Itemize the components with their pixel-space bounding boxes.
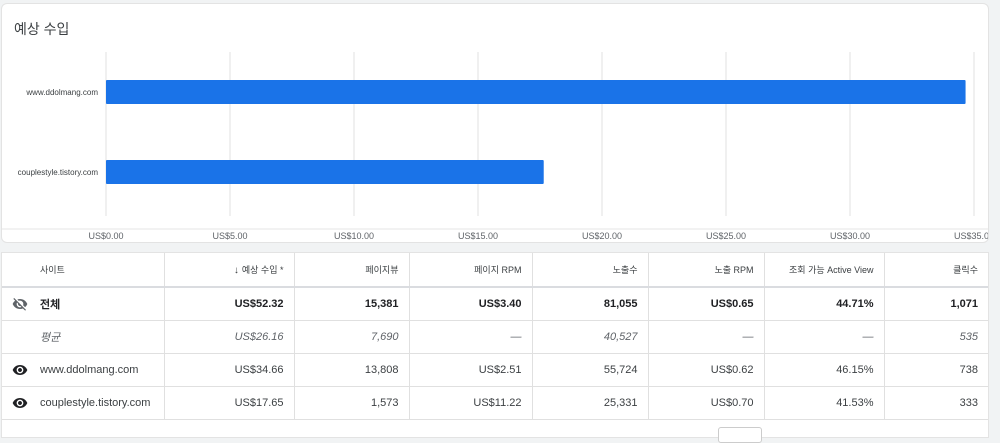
- metric-cell: US$2.51: [409, 353, 533, 387]
- header-clicks[interactable]: 클릭수: [884, 253, 988, 288]
- header-active-view[interactable]: 조회 가능 Active View: [764, 253, 885, 288]
- header-page-rpm[interactable]: 페이지 RPM: [409, 253, 533, 288]
- metric-cell: 15,381: [294, 287, 410, 321]
- earnings-chart-card: 예상 수입 US$0.00 US$5.00 US$10.00 US$15.00 US$2…: [1, 3, 989, 243]
- metric-cell: —: [764, 320, 885, 354]
- x-tick-label: US$5.00: [212, 231, 247, 241]
- chart-title: 예상 수입: [14, 21, 70, 37]
- x-tick-label: US$0.00: [88, 231, 123, 241]
- header-site[interactable]: 사이트: [2, 253, 165, 288]
- site-cell: couplestyle.tistory.com: [2, 386, 165, 420]
- earnings-table-card: 사이트 ↓ 예상 수입 * 페이지뷰 페이지 RPM 노출수 노출 RPM 조회 …: [1, 252, 989, 438]
- metric-cell: 1,071: [884, 287, 988, 321]
- x-tick-label: US$10.00: [334, 231, 374, 241]
- metric-cell: US$17.65: [164, 386, 295, 420]
- eye-off-icon[interactable]: [12, 296, 28, 312]
- metric-cell: 13,808: [294, 353, 410, 387]
- rows-per-page-select[interactable]: [718, 427, 762, 443]
- metric-cell: 7,690: [294, 320, 410, 354]
- metric-cell: 46.15%: [764, 353, 885, 387]
- metric-cell: US$34.66: [164, 353, 295, 387]
- metric-cell: US$0.65: [648, 287, 765, 321]
- site-label: 평균: [40, 332, 61, 344]
- metric-cell: 1,573: [294, 386, 410, 420]
- metric-cell: 41.53%: [764, 386, 885, 420]
- eye-icon[interactable]: [12, 395, 28, 411]
- header-pageviews[interactable]: 페이지뷰: [294, 253, 410, 288]
- site-label: couplestyle.tistory.com: [40, 397, 151, 409]
- metric-cell: US$26.16: [164, 320, 295, 354]
- category-label: couplestyle.tistory.com: [18, 168, 99, 177]
- metric-cell: 738: [884, 353, 988, 387]
- earnings-table: 사이트 ↓ 예상 수입 * 페이지뷰 페이지 RPM 노출수 노출 RPM 조회 …: [2, 253, 988, 420]
- bar-couplestyle: [106, 160, 544, 184]
- metric-cell: US$0.62: [648, 353, 765, 387]
- metric-cell: —: [648, 320, 765, 354]
- header-impression-rpm[interactable]: 노출 RPM: [648, 253, 765, 288]
- metric-cell: 535: [884, 320, 988, 354]
- metric-cell: 55,724: [532, 353, 649, 387]
- table-header-row: 사이트 ↓ 예상 수입 * 페이지뷰 페이지 RPM 노출수 노출 RPM 조회 …: [2, 253, 988, 288]
- sort-down-icon: ↓: [233, 265, 239, 276]
- table-row: www.ddolmang.com US$34.66 13,808 US$2.51 55,…: [2, 353, 988, 387]
- metric-cell: 40,527: [532, 320, 649, 354]
- x-tick-label: US$15.00: [458, 231, 498, 241]
- metric-cell: US$11.22: [409, 386, 533, 420]
- site-cell: www.ddolmang.com: [2, 353, 165, 387]
- site-label: www.ddolmang.com: [40, 364, 139, 376]
- site-label: 전체: [40, 299, 61, 311]
- metric-cell: 25,331: [532, 386, 649, 420]
- x-tick-label: US$30.00: [830, 231, 870, 241]
- header-estimated-earnings-label: 예상 수입 *: [241, 265, 284, 275]
- average-row: 평균 US$26.16 7,690—40,527— —535: [2, 320, 988, 354]
- metric-cell: 333: [884, 386, 988, 420]
- icon-placeholder: [12, 329, 28, 345]
- bar-ddolmang: [106, 80, 966, 104]
- earnings-bar-chart: US$0.00 US$5.00 US$10.00 US$15.00 US$20.00 US…: [2, 52, 988, 241]
- table-row: couplestyle.tistory.com US$17.65 1,573 US$1…: [2, 386, 988, 420]
- metric-cell: US$52.32: [164, 287, 295, 321]
- metric-cell: 44.71%: [764, 287, 885, 321]
- total-row: 전체 US$52.32 15,381 US$3.40 81,055 US$0.65 44.7…: [2, 287, 988, 321]
- site-cell: 평균: [2, 320, 165, 354]
- metric-cell: US$3.40: [409, 287, 533, 321]
- x-tick-label: US$25.00: [706, 231, 746, 241]
- site-cell: 전체: [2, 287, 165, 321]
- category-label: www.ddolmang.com: [25, 88, 98, 97]
- metric-cell: US$0.70: [648, 386, 765, 420]
- metric-cell: —: [409, 320, 533, 354]
- metric-cell: 81,055: [532, 287, 649, 321]
- header-estimated-earnings[interactable]: ↓ 예상 수입 *: [164, 253, 295, 288]
- x-tick-label: US$35.00: [954, 231, 988, 241]
- header-impressions[interactable]: 노출수: [532, 253, 649, 288]
- x-tick-label: US$20.00: [582, 231, 622, 241]
- eye-icon[interactable]: [12, 362, 28, 378]
